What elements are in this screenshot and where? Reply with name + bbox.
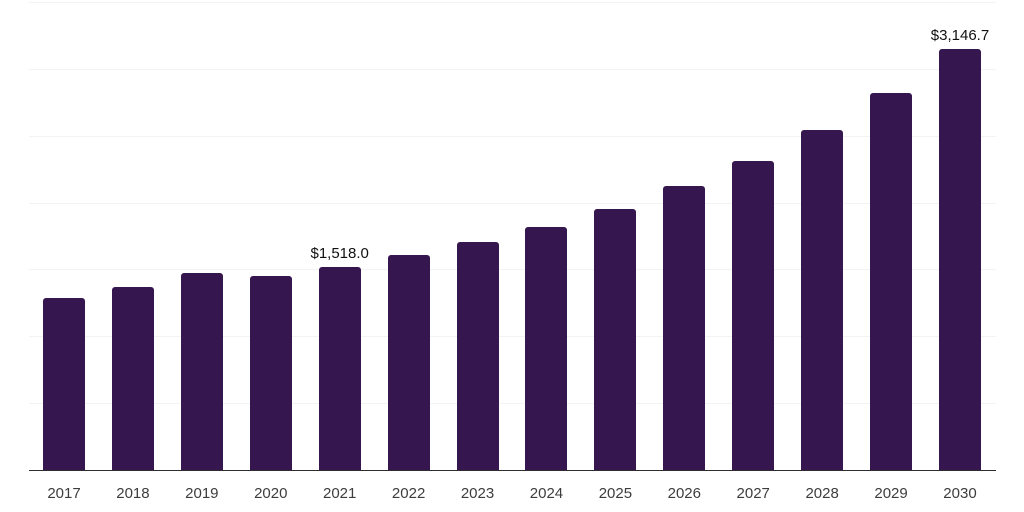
x-tick-2026: 2026 bbox=[667, 485, 701, 502]
gridline bbox=[29, 336, 996, 338]
gridline bbox=[29, 403, 996, 405]
x-tick-2025: 2025 bbox=[598, 485, 633, 502]
value-label-2030: $3,146.7 bbox=[930, 27, 990, 45]
bar-2027 bbox=[732, 161, 775, 470]
bar-2030 bbox=[938, 49, 981, 470]
x-tick-2027: 2027 bbox=[736, 485, 770, 502]
bar-2021 bbox=[318, 267, 361, 470]
gridline bbox=[29, 202, 996, 204]
bar-2020 bbox=[249, 276, 292, 470]
x-tick-2021: 2021 bbox=[323, 485, 357, 502]
plot-area: $1,518.0 $3,146.7 bbox=[29, 2, 996, 471]
bar-2026 bbox=[663, 185, 706, 470]
bar-2017 bbox=[43, 298, 85, 470]
gridline bbox=[29, 135, 996, 137]
x-tick-2019: 2019 bbox=[185, 485, 219, 502]
bar-2022 bbox=[387, 255, 430, 470]
x-tick-2020: 2020 bbox=[254, 485, 288, 502]
bar-2028 bbox=[801, 129, 844, 470]
x-tick-2030: 2030 bbox=[943, 485, 977, 502]
bar-2029 bbox=[870, 92, 913, 470]
bar-2023 bbox=[456, 242, 499, 470]
x-tick-2017: 2017 bbox=[47, 485, 81, 502]
x-tick-2028: 2028 bbox=[805, 485, 839, 502]
gridline bbox=[29, 269, 996, 271]
bar-2025 bbox=[594, 208, 637, 470]
bar-2024 bbox=[525, 226, 568, 470]
value-label-2021: $1,518.0 bbox=[310, 245, 369, 263]
x-tick-2022: 2022 bbox=[391, 485, 426, 502]
x-tick-2018: 2018 bbox=[116, 485, 150, 502]
gridline bbox=[29, 68, 996, 70]
x-tick-2023: 2023 bbox=[460, 485, 495, 502]
x-tick-2024: 2024 bbox=[529, 485, 564, 502]
gridline bbox=[29, 2, 996, 3]
x-tick-2029: 2029 bbox=[874, 485, 908, 502]
bar-2019 bbox=[180, 272, 223, 470]
bar-2018 bbox=[111, 286, 154, 470]
